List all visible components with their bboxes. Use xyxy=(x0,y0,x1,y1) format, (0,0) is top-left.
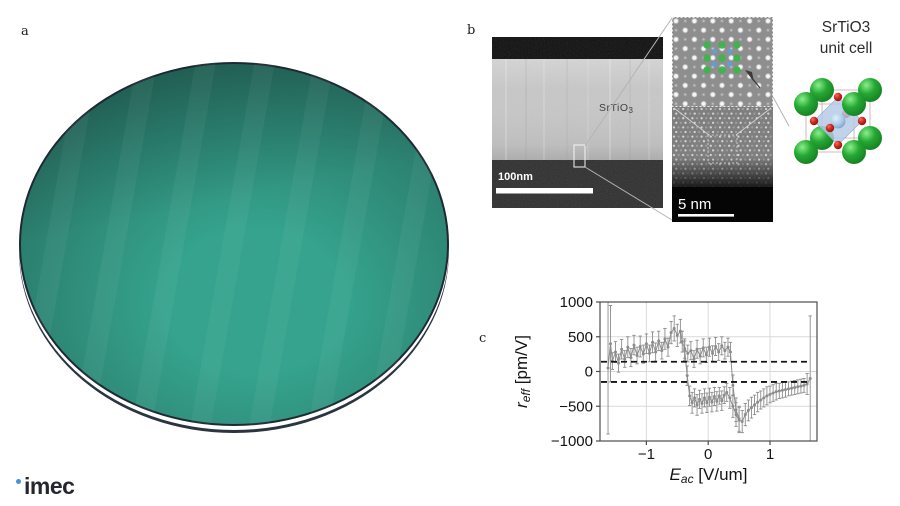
imec-logo-dot-icon xyxy=(16,479,21,484)
panel-b-label: b xyxy=(467,23,476,38)
x-axis-label: Eac [V/um] xyxy=(670,465,748,486)
inset-callout-line-right xyxy=(735,107,772,136)
plot-frame xyxy=(599,301,818,442)
atomic-lattice-inset xyxy=(672,17,773,108)
imec-logo-text: imec xyxy=(24,473,75,499)
x-tick-label: 0 xyxy=(704,446,712,463)
y-axis-label: reff [pm/V] xyxy=(512,335,533,408)
reff-vs-eac-chart: −1 0 1 1000 500 0 −500 −1000 Eac [V/um] reff [pm/… xyxy=(512,294,818,486)
unit-cell-title: SrTiO3 unit cell xyxy=(793,17,899,59)
inset-source-box xyxy=(707,134,738,164)
tem-material-label: SrTiO3 xyxy=(599,102,634,115)
y-tick-label: 1000 xyxy=(560,294,593,311)
wafer-sheen xyxy=(19,62,449,426)
series-negative-branch-sweep xyxy=(682,315,812,442)
tem-zoom-region-box xyxy=(573,144,586,168)
y-tick-label: −500 xyxy=(559,398,593,415)
series-positive-branch-sweep xyxy=(606,301,741,435)
unit-cell-title-line1: SrTiO3 xyxy=(821,19,871,36)
panel-a-label: a xyxy=(21,24,29,39)
inset-callout-line-left xyxy=(673,107,710,136)
tem-zoom-scalebar xyxy=(678,214,734,217)
o-atoms-front xyxy=(809,92,867,150)
imec-logo: imec xyxy=(14,473,94,501)
ti-atom-center xyxy=(830,113,846,129)
sr-atoms-back xyxy=(810,78,882,150)
panel-c-label: c xyxy=(479,331,487,346)
y-tick-label: −1000 xyxy=(551,433,593,450)
x-tick-label: −1 xyxy=(638,446,655,463)
x-tick-label: 1 xyxy=(766,446,774,463)
atom-column-overlay xyxy=(703,41,741,74)
tem-zoom-scalebar-label: 5 nm xyxy=(678,196,711,213)
tem-scalebar xyxy=(496,188,593,194)
tem-zoom-image: 5 nm xyxy=(672,17,773,222)
unit-cell-title-line2: unit cell xyxy=(819,40,873,57)
tem-overview-image: SrTiO3 100nm xyxy=(492,37,663,208)
sr-atoms-front xyxy=(794,92,866,164)
unit-cell-diagram xyxy=(794,78,882,164)
wafer-photo xyxy=(19,62,449,426)
y-tick-label: 0 xyxy=(585,364,593,381)
y-tick-label: 500 xyxy=(568,329,593,346)
inset-arrow-icon xyxy=(745,70,754,82)
inset-border xyxy=(672,17,773,107)
tem-scalebar-label: 100nm xyxy=(498,171,533,183)
